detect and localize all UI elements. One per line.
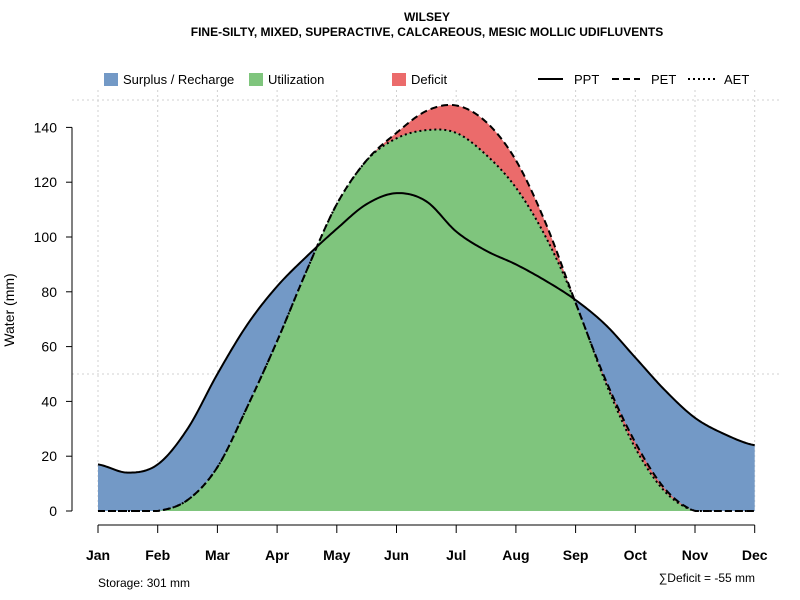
- chart-subtitle: FINE-SILTY, MIXED, SUPERACTIVE, CALCAREO…: [191, 25, 663, 39]
- x-tick-label-feb: Feb: [145, 547, 170, 563]
- legend-label-surplus: Surplus / Recharge: [123, 72, 234, 87]
- x-tick-label-mar: Mar: [205, 547, 230, 563]
- legend-label-pet: PET: [651, 72, 676, 87]
- x-tick-label-jun: Jun: [384, 547, 409, 563]
- y-tick-label: 140: [34, 119, 58, 135]
- series-line-ppt: [97, 192, 755, 474]
- x-tick-label-aug: Aug: [502, 547, 529, 563]
- x-tick-label-jul: Jul: [446, 547, 466, 563]
- x-tick-label-jan: Jan: [86, 547, 110, 563]
- line-layer: [97, 103, 755, 512]
- y-tick-label: 40: [41, 393, 57, 409]
- area-layer: [98, 104, 755, 511]
- deficit-sum-label: ∑Deficit = -55 mm: [659, 571, 755, 585]
- axes: 0 20 40 60 80 100 120 140 Jan Feb Mar Apr May Jun Jul A…: [34, 119, 768, 563]
- x-tick-label-apr: Apr: [265, 547, 290, 563]
- legend-label-aet: AET: [724, 72, 749, 87]
- y-tick-label: 80: [41, 284, 57, 300]
- legend: Surplus / Recharge Utilization Deficit P…: [104, 72, 749, 87]
- legend-label-deficit: Deficit: [411, 72, 448, 87]
- y-tick-label: 100: [34, 229, 58, 245]
- utilization-area: [98, 129, 755, 511]
- legend-label-utilization: Utilization: [268, 72, 324, 87]
- y-axis-title: Water (mm): [1, 273, 17, 346]
- series-line-aet: [98, 128, 755, 512]
- x-tick-label-nov: Nov: [682, 547, 709, 563]
- storage-label: Storage: 301 mm: [98, 576, 190, 590]
- legend-swatch-utilization: [249, 73, 263, 86]
- x-tick-label-dec: Dec: [742, 547, 768, 563]
- series-line-pet: [98, 103, 755, 512]
- x-tick-label-sep: Sep: [563, 547, 589, 563]
- y-tick-label: 120: [34, 174, 58, 190]
- x-tick-label-oct: Oct: [624, 547, 648, 563]
- y-tick-label: 20: [41, 448, 57, 464]
- legend-swatch-surplus: [104, 73, 118, 86]
- y-tick-label: 0: [49, 503, 57, 519]
- x-tick-label-may: May: [323, 547, 350, 563]
- chart-title: WILSEY: [404, 10, 450, 24]
- legend-label-ppt: PPT: [574, 72, 599, 87]
- y-tick-label: 60: [41, 339, 57, 355]
- legend-swatch-deficit: [392, 73, 406, 86]
